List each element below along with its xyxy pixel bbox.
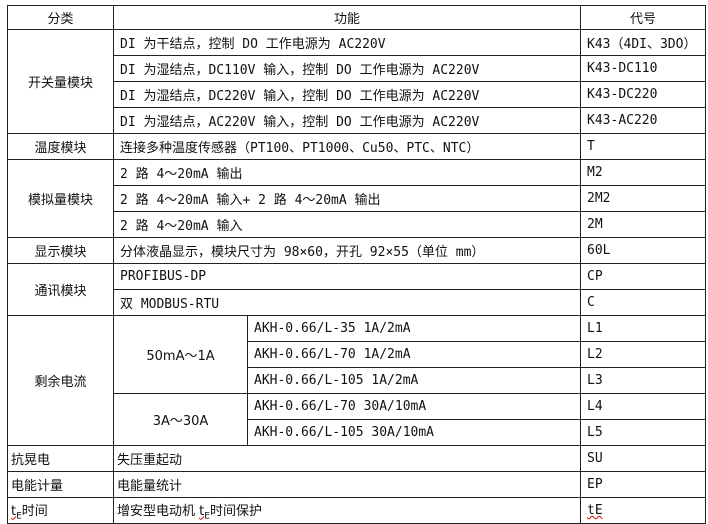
code-cell: M2 — [580, 159, 707, 186]
table-row: 通讯模块 PROFIBUS-DP CP — [7, 263, 707, 316]
te-function-rest: 时间保护 — [209, 503, 262, 519]
te-t: t — [11, 503, 17, 519]
code-cell: L1 — [580, 315, 707, 342]
table-row: 2 路 4～20mA 输入 2M — [8, 211, 707, 238]
function-cell: 2 路 4～20mA 输入+ 2 路 4～20mA 输出 — [112, 185, 582, 212]
function-cell: PROFIBUS-DP — [112, 263, 582, 290]
range-cell: 3A～30A — [113, 393, 248, 446]
table-row: 双 MODBUS-RTU C — [8, 289, 707, 316]
table-row: AKH-0.66/L-70 1A/2mA L2 — [8, 341, 707, 368]
function-cell: 2 路 4～20mA 输入 — [112, 211, 582, 238]
code-cell: 2M — [580, 211, 707, 238]
function-cell: 失压重起动 — [112, 445, 582, 472]
code-cell: 2M2 — [580, 185, 707, 212]
function-cell: 增安型电动机 tE时间保护 — [112, 497, 582, 524]
code-cell: SU — [580, 445, 707, 472]
category-cell: 电能计量 — [7, 471, 114, 498]
table-row: 抗晃电 失压重起动 SU — [7, 445, 707, 472]
code-cell: L4 — [580, 393, 707, 420]
function-cell: AKH-0.66/L-70 1A/2mA — [246, 341, 582, 368]
category-cell: 通讯模块 — [7, 263, 114, 316]
function-cell: 2 路 4～20mA 输出 — [112, 159, 582, 186]
te-sub: E — [204, 511, 210, 522]
category-cell: 显示模块 — [7, 237, 114, 264]
module-code-table: 分类 功能 代号 开关量模块 DI 为干结点，控制 DO 工作电源为 AC220… — [7, 5, 707, 524]
function-cell: 连接多种温度传感器（PT100、PT1000、Cu50、PTC、NTC） — [112, 133, 582, 160]
table-row: 模拟量模块 2 路 4～20mA 输出 M2 — [7, 159, 707, 238]
code-cell: L5 — [580, 419, 707, 446]
table-row: 温度模块 连接多种温度传感器（PT100、PT1000、Cu50、PTC、NTC… — [7, 133, 707, 160]
code-cell: K43（4DI、3DO） — [580, 29, 707, 56]
table-row: 2 路 4～20mA 输入+ 2 路 4～20mA 输出 2M2 — [8, 185, 707, 212]
category-cell: 温度模块 — [7, 133, 114, 160]
code-cell: tE — [580, 497, 707, 524]
category-cell: 剩余电流 — [7, 315, 114, 446]
function-cell: DI 为湿结点，AC220V 输入，控制 DO 工作电源为 AC220V — [112, 107, 582, 134]
code-cell: K43-AC220 — [580, 107, 707, 134]
function-cell: DI 为干结点，控制 DO 工作电源为 AC220V — [112, 29, 582, 56]
header-category: 分类 — [7, 5, 114, 30]
te-t: t — [199, 503, 205, 519]
table-row: 剩余电流 50mA～1A AKH-0.66/L-35 1A/2mA L1 — [7, 315, 707, 446]
table-row: tE时间 增安型电动机 tE时间保护 tE — [7, 497, 707, 524]
te-sub: E — [16, 511, 22, 522]
function-cell: DI 为湿结点，DC220V 输入，控制 DO 工作电源为 AC220V — [112, 81, 582, 108]
table-row: DI 为湿结点，AC220V 输入，控制 DO 工作电源为 AC220V K43… — [8, 107, 707, 134]
category-cell: 开关量模块 — [7, 29, 114, 134]
code-cell: T — [580, 133, 707, 160]
code-cell: L2 — [580, 341, 707, 368]
table-row: 电能计量 电能量统计 EP — [7, 471, 707, 498]
table-row: 显示模块 分体液晶显示，模块尺寸为 98×60，开孔 92×55（单位 mm） … — [7, 237, 707, 264]
code-cell: K43-DC220 — [580, 81, 707, 108]
code-cell: 60L — [580, 237, 707, 264]
range-cell: 50mA～1A — [113, 315, 248, 394]
function-cell: AKH-0.66/L-70 30A/10mA — [246, 393, 582, 420]
code-cell: K43-DC110 — [580, 55, 707, 82]
table-row: DI 为湿结点，DC110V 输入，控制 DO 工作电源为 AC220V K43… — [8, 55, 707, 82]
header-function: 功能 — [112, 5, 582, 30]
function-cell: AKH-0.66/L-105 30A/10mA — [246, 419, 582, 446]
te-symbol: tE — [11, 503, 22, 522]
table-row: 开关量模块 DI 为干结点，控制 DO 工作电源为 AC220V K43（4DI… — [7, 29, 707, 134]
te-function-pre: 增安型电动机 — [117, 503, 200, 519]
function-cell: 电能量统计 — [112, 471, 582, 498]
code-cell: CP — [580, 263, 707, 290]
header-row: 分类 功能 代号 — [7, 5, 707, 30]
code-cell: C — [580, 289, 707, 316]
function-cell: AKH-0.66/L-105 1A/2mA — [246, 367, 582, 394]
table-row: 3A～30A AKH-0.66/L-70 30A/10mA L4 — [8, 393, 707, 446]
te-symbol: tE — [199, 503, 210, 522]
te-label: 时间 — [21, 503, 48, 519]
te-code: tE — [587, 503, 603, 518]
category-cell: tE时间 — [7, 497, 114, 524]
function-cell: 双 MODBUS-RTU — [112, 289, 582, 316]
function-cell: DI 为湿结点，DC110V 输入，控制 DO 工作电源为 AC220V — [112, 55, 582, 82]
category-cell: 模拟量模块 — [7, 159, 114, 238]
function-cell: AKH-0.66/L-35 1A/2mA — [246, 315, 582, 342]
header-code: 代号 — [580, 5, 707, 30]
category-cell: 抗晃电 — [7, 445, 114, 472]
function-cell: 分体液晶显示，模块尺寸为 98×60，开孔 92×55（单位 mm） — [112, 237, 582, 264]
code-cell: L3 — [580, 367, 707, 394]
code-cell: EP — [580, 471, 707, 498]
